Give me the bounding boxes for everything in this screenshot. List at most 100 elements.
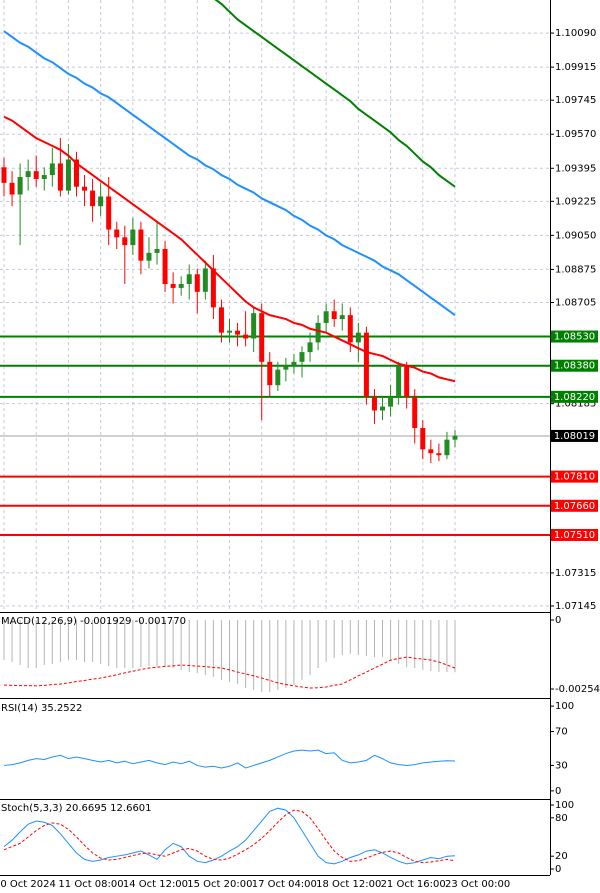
candle-body bbox=[90, 190, 96, 207]
candle-body bbox=[1, 167, 7, 183]
candle-body bbox=[170, 284, 176, 288]
y-tick-label: 1.07145 bbox=[555, 601, 596, 612]
y-tick-label: 1.09225 bbox=[555, 196, 596, 207]
y-tick-label: 70 bbox=[555, 727, 568, 738]
last-price-box bbox=[551, 429, 598, 442]
candle-body bbox=[202, 268, 208, 292]
candle-body bbox=[371, 396, 377, 411]
y-tick-label: 100 bbox=[555, 701, 574, 712]
candle-body bbox=[315, 322, 321, 343]
level-label-box bbox=[551, 330, 598, 343]
y-tick-label: 1.09570 bbox=[555, 129, 596, 140]
candle-body bbox=[444, 439, 450, 456]
candle-body bbox=[267, 361, 273, 386]
level-label: 1.08220 bbox=[554, 392, 595, 403]
candle-body bbox=[436, 453, 442, 456]
candle-body bbox=[420, 427, 426, 450]
x-tick-label: 11 Oct 08:00 bbox=[58, 879, 123, 890]
candle-body bbox=[178, 284, 184, 288]
y-tick-label: 20 bbox=[555, 851, 568, 862]
candle-body bbox=[146, 252, 152, 261]
candle-body bbox=[73, 159, 79, 187]
candle-body bbox=[17, 177, 23, 195]
y-tick-label: 1.08875 bbox=[555, 264, 596, 275]
candle-body bbox=[33, 171, 39, 179]
candle-body bbox=[428, 449, 434, 454]
axis-layer: 10 Oct 2024 11 Oct 08:00 14 Oct 12:00 15 Oc… bbox=[0, 28, 600, 890]
level-label-box bbox=[551, 390, 598, 403]
level-label-box bbox=[551, 470, 598, 483]
candle-body bbox=[259, 313, 265, 362]
candle-body bbox=[162, 249, 168, 285]
y-tick-label: 1.09050 bbox=[555, 230, 596, 241]
candle-body bbox=[218, 307, 224, 333]
level-label: 1.07810 bbox=[554, 472, 595, 483]
panel-title: Stoch(5,3,3) 20.6695 12.6601 bbox=[1, 803, 152, 814]
series-line bbox=[3, 809, 456, 864]
candle-body bbox=[186, 274, 192, 285]
candle-body bbox=[323, 311, 329, 323]
candle-body bbox=[307, 342, 313, 353]
candle-body bbox=[41, 175, 47, 179]
y-tick-label: 1.09395 bbox=[555, 163, 596, 174]
y-tick-label: 1.07315 bbox=[555, 568, 596, 579]
level-label: 1.07660 bbox=[554, 501, 595, 512]
candle-body bbox=[291, 361, 297, 366]
candle-body bbox=[404, 365, 410, 397]
x-tick-label: 21 Oct 16:00 bbox=[381, 879, 446, 890]
candle-body bbox=[154, 249, 160, 253]
candle-body bbox=[412, 396, 418, 428]
y-tick-label: 1.08705 bbox=[555, 297, 596, 308]
candle-body bbox=[331, 311, 337, 320]
series-line bbox=[3, 656, 456, 689]
level-label-box bbox=[551, 528, 598, 541]
candle-body bbox=[65, 159, 71, 191]
candle-body bbox=[49, 163, 55, 176]
candle-body bbox=[114, 229, 120, 238]
panel-title: RSI(14) 35.2522 bbox=[1, 703, 82, 714]
candle-body bbox=[452, 435, 458, 440]
candle-body bbox=[57, 163, 63, 191]
y-tick-label: 0 bbox=[555, 864, 561, 875]
candle-body bbox=[380, 406, 386, 411]
y-tick-label: -0.002545 bbox=[555, 684, 600, 695]
candle-body bbox=[251, 313, 257, 339]
x-tick-label: 23 Oct 00:00 bbox=[445, 879, 510, 890]
series-line bbox=[3, 749, 456, 769]
candle-body bbox=[98, 196, 104, 207]
series-line bbox=[3, 115, 456, 383]
y-tick-label: 0 bbox=[555, 615, 561, 626]
level-label-box bbox=[551, 499, 598, 512]
candle-body bbox=[347, 315, 353, 343]
candle-body bbox=[122, 237, 128, 246]
main-plot bbox=[0, 0, 550, 536]
level-label: 1.08530 bbox=[554, 332, 595, 343]
level-label: 1.08380 bbox=[554, 361, 595, 372]
level-label-box bbox=[551, 359, 598, 372]
candle-body bbox=[235, 330, 241, 335]
y-tick-label: 80 bbox=[555, 813, 568, 824]
candle-body bbox=[355, 332, 361, 343]
x-tick-label: 17 Oct 04:00 bbox=[252, 879, 317, 890]
x-tick-label: 14 Oct 12:00 bbox=[123, 879, 188, 890]
candle-body bbox=[299, 352, 305, 362]
y-tick-label: 1.10090 bbox=[555, 28, 596, 39]
x-tick-label: 15 Oct 20:00 bbox=[187, 879, 252, 890]
candle-body bbox=[138, 229, 144, 261]
candle-body bbox=[363, 332, 369, 397]
candle-body bbox=[82, 186, 88, 191]
candle-body bbox=[388, 396, 394, 407]
indicator-plot bbox=[3, 807, 456, 865]
x-tick-label: 18 Oct 12:00 bbox=[316, 879, 381, 890]
y-tick-label: 30 bbox=[555, 760, 568, 771]
panel-title: MACD(12,26,9) -0.001929 -0.001770 bbox=[1, 616, 186, 627]
candle-body bbox=[275, 369, 281, 386]
y-tick-label: 0 bbox=[555, 786, 561, 797]
candle-body bbox=[396, 365, 402, 397]
macd-plot bbox=[3, 619, 456, 693]
candle-body bbox=[9, 182, 15, 195]
series-line bbox=[214, 0, 456, 188]
candle-body bbox=[106, 196, 112, 230]
